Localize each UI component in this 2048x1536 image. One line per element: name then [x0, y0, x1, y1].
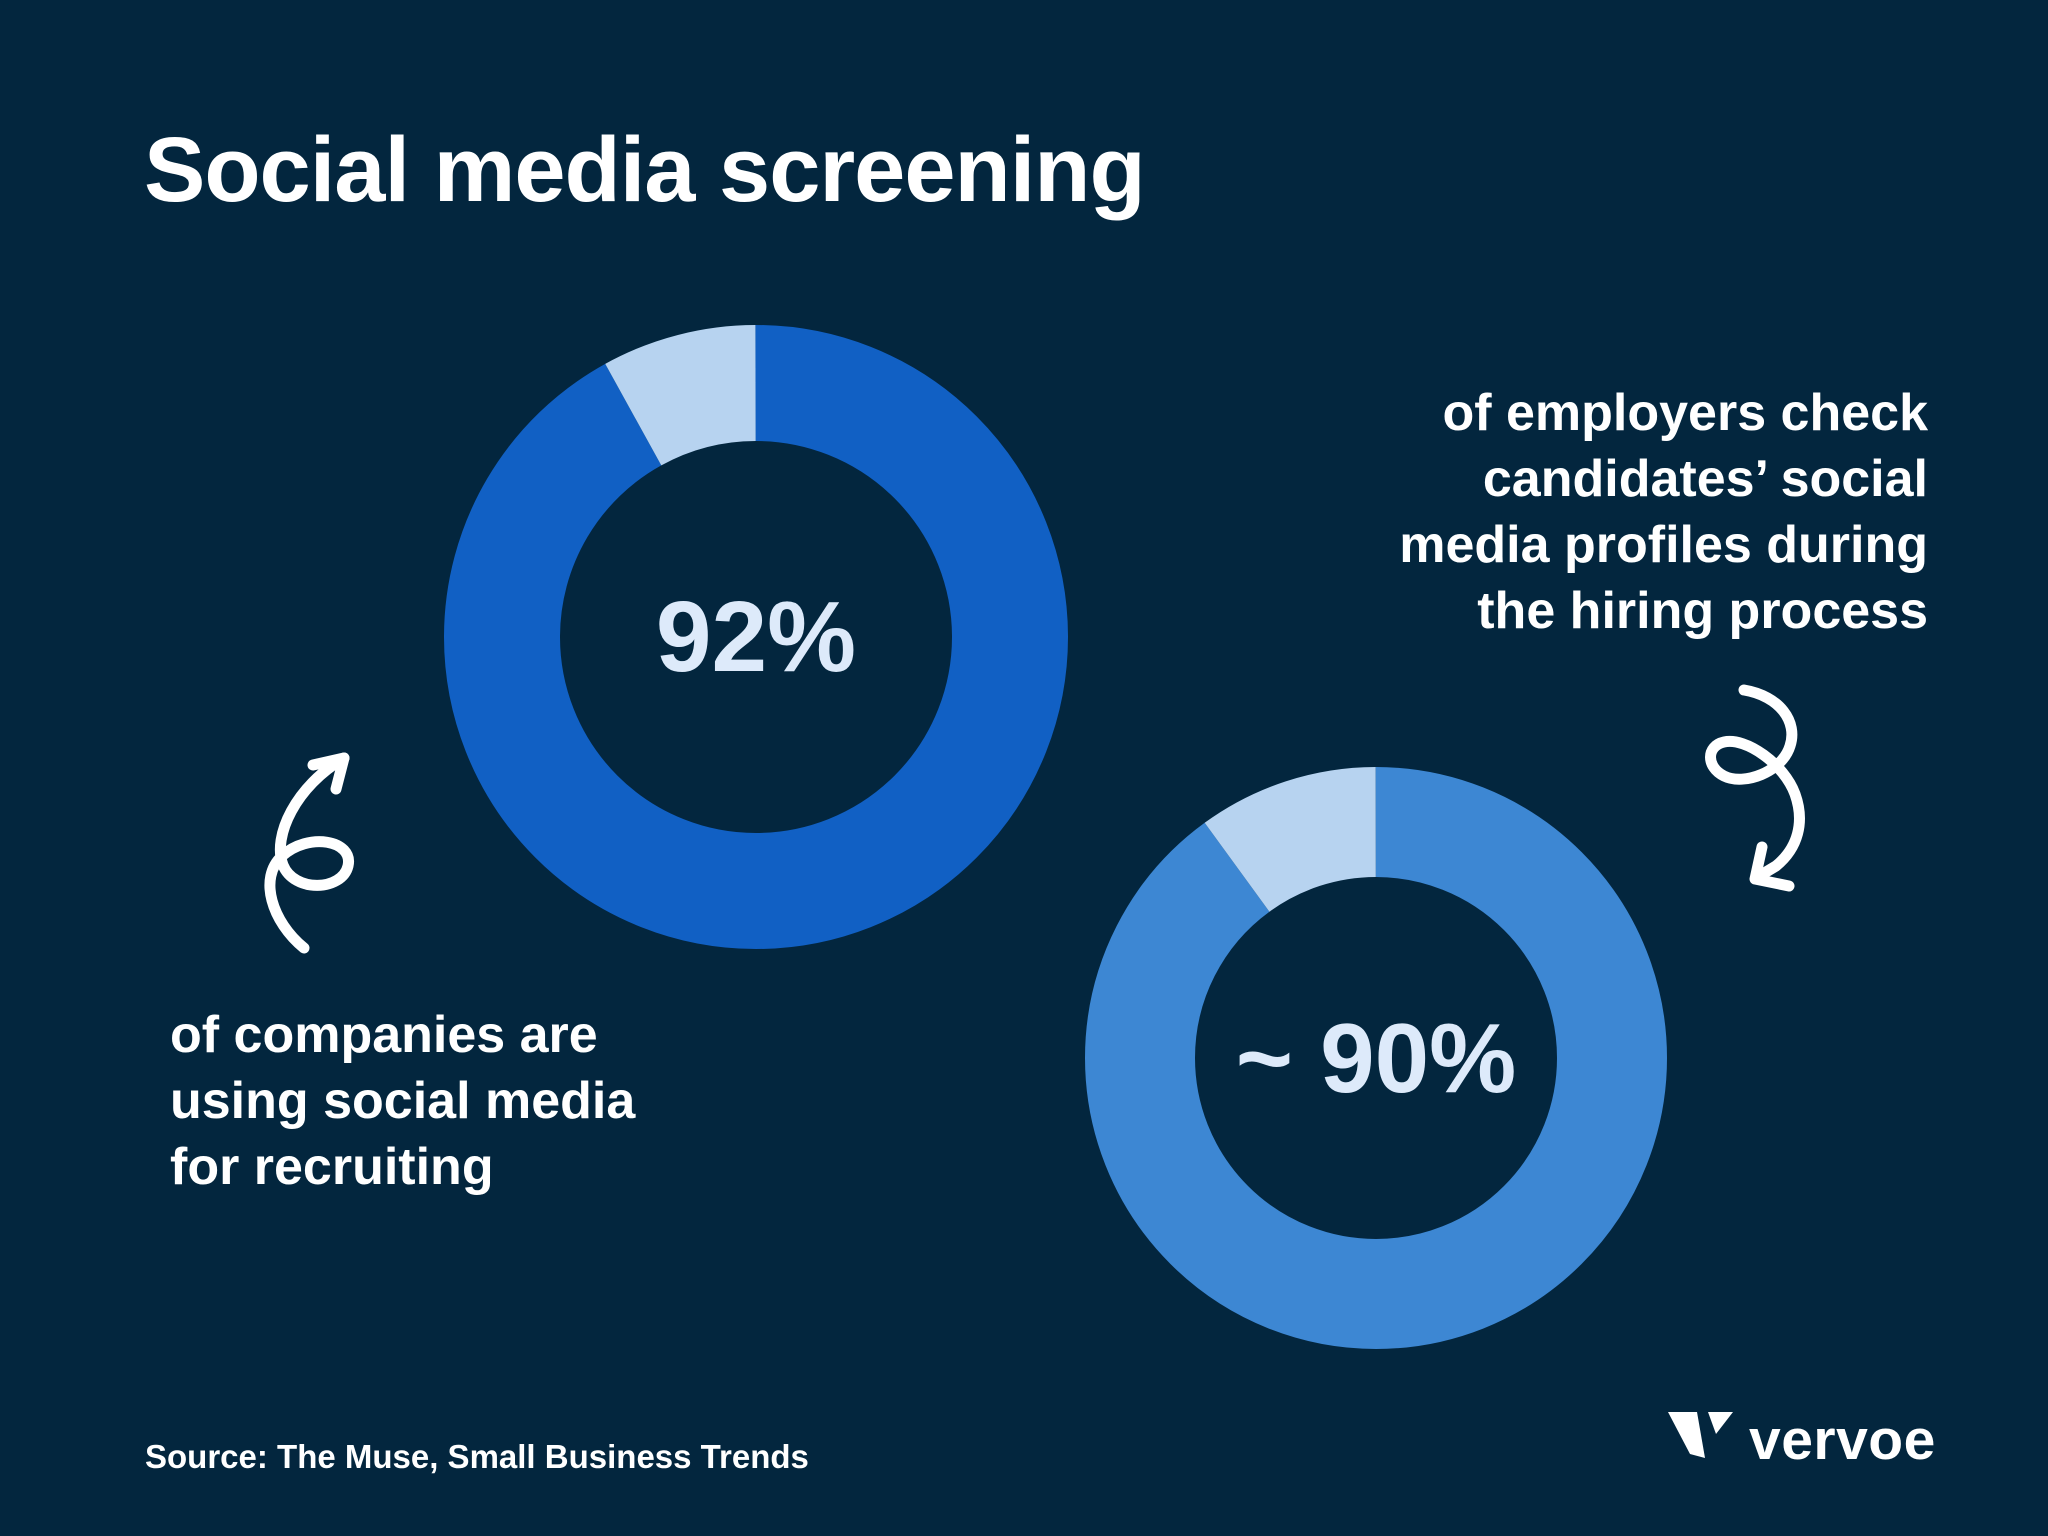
caption-line: for recruiting [170, 1138, 494, 1196]
page-title: Social media screening [144, 119, 1146, 221]
curl-arrow-up-right-icon [252, 716, 392, 961]
caption-companies: of companies are using social media for … [170, 1002, 635, 1200]
caption-employers: of employers check candidates’ social me… [1399, 380, 1928, 644]
squiggle-arrow-down-left-icon [1698, 680, 1838, 930]
donut-chart-employers: ~ 90% [1085, 767, 1667, 1349]
donut-chart-companies: 92% [444, 325, 1068, 949]
caption-line: of employers check [1442, 384, 1928, 442]
source-text: Source: The Muse, Small Business Trends [145, 1438, 809, 1475]
caption-line: candidates’ social [1482, 450, 1928, 508]
caption-line: the hiring process [1477, 582, 1928, 640]
caption-line: of companies are [170, 1006, 598, 1064]
vervoe-logo-icon [1668, 1412, 1733, 1458]
donut-center-value-90: ~ 90% [1235, 1002, 1517, 1113]
vervoe-logo: vervoe [1666, 1404, 1936, 1469]
caption-line: media profiles during [1399, 516, 1928, 574]
caption-line: using social media [170, 1072, 636, 1130]
donut-ring-90 [1085, 767, 1667, 1349]
donut-center-value-92: 92% [655, 580, 857, 693]
donut-ring-92 [444, 325, 1068, 949]
vervoe-logo-text: vervoe [1749, 1408, 1936, 1472]
